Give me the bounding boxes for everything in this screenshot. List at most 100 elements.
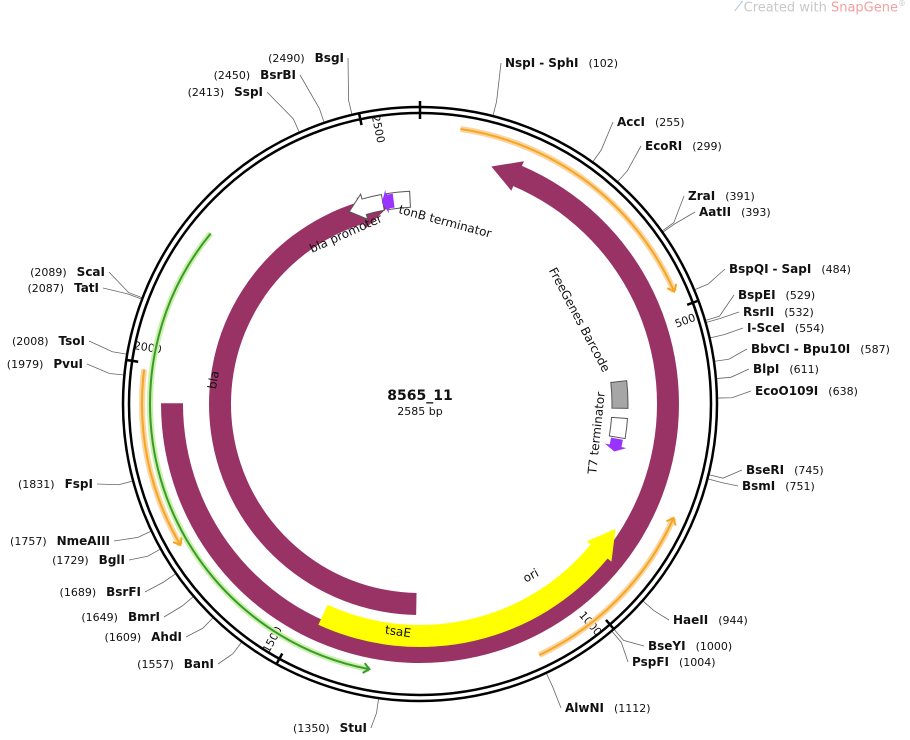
feature-bla[interactable]: [209, 197, 417, 615]
enzyme-name: BsrFI: [106, 585, 141, 599]
primer-arc[interactable]: [149, 232, 370, 671]
site-label[interactable]: BlpI (611): [753, 362, 819, 376]
site-label[interactable]: (2087) TatI: [27, 281, 99, 295]
site-label[interactable]: AlwNI (1112): [565, 701, 651, 715]
site-leader: [704, 294, 735, 321]
site-label[interactable]: ZraI (391): [688, 189, 755, 203]
enzyme-name: HaeII: [673, 613, 708, 627]
primer-arc[interactable]: [538, 517, 675, 656]
site-leader: [716, 390, 752, 399]
site-label[interactable]: I-SceI (554): [747, 321, 824, 335]
site-label[interactable]: (2089) ScaI: [30, 265, 105, 279]
site-label[interactable]: BseRI (745): [746, 463, 824, 477]
site-position: (587): [860, 343, 890, 356]
site-label[interactable]: BsmI (751): [742, 479, 815, 493]
site-position: (529): [786, 289, 816, 302]
feature-bla-arrow[interactable]: [381, 189, 395, 214]
credit-prefix: Created with: [743, 0, 831, 16]
enzyme-name: TatI: [74, 281, 99, 295]
enzyme-name: BsmI: [742, 479, 775, 493]
primer-arc[interactable]: [141, 369, 182, 546]
feature-t7-terminator[interactable]: [608, 416, 629, 440]
site-position: (611): [789, 363, 819, 376]
site-label[interactable]: BbvCI - Bpu10I (587): [751, 342, 890, 356]
site-leader: [613, 628, 645, 647]
site-label[interactable]: (2413) SspI: [188, 85, 263, 99]
site-label[interactable]: BspQI - SapI (484): [729, 262, 851, 276]
feature-freegenes-barcode[interactable]: [610, 380, 629, 409]
feature-t7-arrow[interactable]: [604, 437, 627, 452]
tick-mark: [686, 299, 699, 306]
site-position: (255): [655, 116, 685, 129]
site-leader: [713, 348, 748, 362]
site-position: (944): [718, 614, 748, 627]
site-label[interactable]: (2450) BsrBI: [214, 68, 296, 82]
site-position: (2008): [12, 335, 49, 348]
site-leader: [88, 340, 128, 355]
site-label[interactable]: BspEI (529): [738, 288, 815, 302]
site-label[interactable]: EcoRI (299): [645, 139, 722, 153]
enzyme-name: BlpI: [753, 362, 779, 376]
site-label[interactable]: (1649) BmrI: [81, 610, 160, 624]
site-position: (751): [785, 480, 815, 493]
site-position: (554): [795, 322, 825, 335]
site-leader: [492, 62, 502, 117]
enzyme-name: BmrI: [128, 610, 160, 624]
site-label[interactable]: BseYI (1000): [648, 639, 732, 653]
enzyme-name: BsgI: [315, 51, 344, 65]
site-leader: [163, 595, 194, 618]
site-position: (102): [588, 57, 618, 70]
snapgene-credit: ⁄ Created with SnapGene®: [738, 0, 907, 15]
site-label[interactable]: PspFI (1004): [632, 655, 716, 669]
site-label[interactable]: (1557) BanI: [137, 657, 214, 671]
site-leader: [266, 91, 300, 133]
feature-ori[interactable]: [318, 528, 616, 647]
site-position: (1831): [18, 478, 55, 491]
enzyme-name: FspI: [65, 477, 93, 491]
site-position: (745): [794, 464, 824, 477]
site-leader: [705, 311, 740, 323]
site-label[interactable]: (1979) PvuI: [7, 357, 83, 371]
site-position: (1689): [60, 586, 97, 599]
site-label[interactable]: RsrII (532): [743, 305, 814, 319]
site-label[interactable]: (1757) NmeAIII: [10, 534, 110, 548]
site-leaders: [86, 57, 752, 729]
site-label[interactable]: (1609) AhdI: [105, 630, 182, 644]
site-label[interactable]: (1689) BsrFI: [60, 585, 141, 599]
enzyme-name: StuI: [340, 721, 367, 735]
site-label[interactable]: EcoO109I (638): [755, 384, 858, 398]
enzyme-name: I-SceI: [747, 321, 785, 335]
site-label[interactable]: (1350) StuI: [293, 721, 367, 735]
feature-bla-promoter[interactable]: [348, 193, 385, 221]
enzyme-name: AhdI: [151, 630, 182, 644]
site-label[interactable]: (2490) BsgI: [268, 51, 344, 65]
site-leader: [299, 74, 325, 123]
site-label[interactable]: AatII (393): [699, 205, 771, 219]
site-label[interactable]: (2008) TsoI: [12, 334, 85, 348]
site-position: (2089): [30, 266, 67, 279]
enzyme-name: BanI: [184, 657, 214, 671]
site-label[interactable]: NspI - SphI (102): [505, 56, 618, 70]
label-t7-terminator: T7 terminator: [585, 391, 608, 476]
site-position: (1112): [614, 702, 651, 715]
site-leader: [707, 478, 739, 487]
site-position: (391): [725, 190, 755, 203]
site-position: (1757): [10, 535, 47, 548]
site-leader: [144, 573, 177, 593]
enzyme-name: EcoO109I: [755, 384, 818, 398]
site-label[interactable]: AccI (255): [617, 115, 685, 129]
primer-arcs: [139, 125, 678, 674]
site-label[interactable]: (1729) BglI: [52, 553, 125, 567]
site-position: (1004): [679, 656, 716, 669]
enzyme-name: AlwNI: [565, 701, 604, 715]
site-label[interactable]: (1831) FspI: [18, 477, 93, 491]
site-label[interactable]: HaeII (944): [673, 613, 748, 627]
primer-arc[interactable]: [460, 127, 676, 293]
enzyme-name: Bpu10I: [803, 342, 850, 356]
restriction-site-labels: NspI - SphI (102) AccI (255) EcoRI (299) ZraI (39…: [7, 51, 890, 735]
site-leader: [661, 195, 685, 232]
plasmid-name: 8565_11: [387, 388, 452, 404]
site-position: (393): [741, 206, 771, 219]
site-leader: [709, 327, 744, 339]
snapgene-logo-icon: ⁄: [737, 0, 740, 16]
